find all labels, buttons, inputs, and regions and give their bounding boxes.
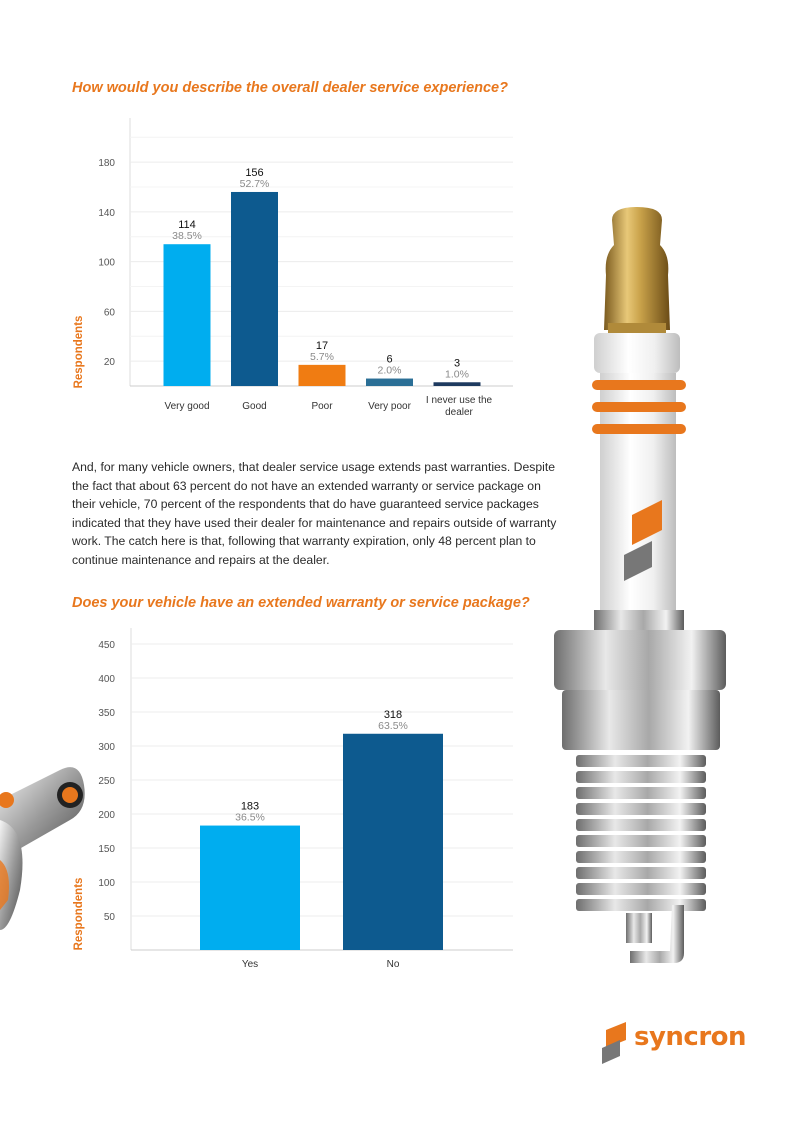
bar-3 <box>366 378 413 386</box>
y-tick-label: 20 <box>104 357 116 368</box>
data-label-value: 318 <box>384 709 402 721</box>
spark-plug-partial-illustration <box>0 767 85 930</box>
chart1-title: How would you describe the overall deale… <box>72 80 508 96</box>
data-label-percent: 36.5% <box>235 812 265 824</box>
bar-2 <box>298 364 346 386</box>
body-paragraph: And, for many vehicle owners, that deale… <box>72 460 557 567</box>
syncron-logo-text: syncron <box>634 1022 747 1052</box>
y-tick-label: 350 <box>98 708 115 719</box>
x-category-label: No <box>387 959 400 970</box>
y-tick-label: 300 <box>98 742 115 753</box>
y-tick-label: 450 <box>98 640 115 651</box>
data-label-value: 156 <box>245 167 263 179</box>
syncron-logo: syncron <box>600 1020 760 1068</box>
data-label-percent: 1.0% <box>445 368 469 380</box>
data-label-value: 3 <box>454 357 460 369</box>
spark-plug-illustration <box>554 207 726 963</box>
x-category-label: Yes <box>242 959 258 970</box>
x-category-label: dealer <box>445 407 473 418</box>
y-tick-label: 250 <box>98 776 115 787</box>
x-category-label: Very good <box>164 401 209 412</box>
y-tick-label: 140 <box>98 208 115 219</box>
bar-0 <box>163 244 211 386</box>
y-tick-label: 150 <box>98 844 115 855</box>
y-tick-label: 100 <box>98 878 115 889</box>
x-category-label: Good <box>242 401 266 412</box>
data-label-value: 183 <box>241 801 259 813</box>
bar-no <box>343 733 443 950</box>
x-category-label: I never use the <box>426 395 493 406</box>
chart2-title: Does your vehicle have an extended warra… <box>72 595 530 611</box>
syncron-logo-mark <box>602 1022 626 1064</box>
y-tick-label: 50 <box>104 912 116 923</box>
data-label-value: 17 <box>316 340 328 352</box>
y-tick-label: 400 <box>98 674 115 685</box>
data-label-percent: 38.5% <box>172 230 202 242</box>
data-label-percent: 5.7% <box>310 351 334 363</box>
chart2-extended-warranty: 50 100 150 200 250 300 350 400 450 Respondents 183… <box>73 628 513 970</box>
y-axis-label: Respondents <box>73 878 85 951</box>
y-tick-label: 100 <box>98 258 115 269</box>
bar-yes <box>200 825 300 950</box>
y-tick-label: 200 <box>98 810 115 821</box>
y-tick-label: 180 <box>98 158 115 169</box>
bar-4 <box>433 382 481 386</box>
data-label-percent: 63.5% <box>378 720 408 732</box>
y-tick-label: 60 <box>104 307 116 318</box>
y-axis-label: Respondents <box>73 316 85 389</box>
x-category-label: Very poor <box>368 401 411 412</box>
bar-1 <box>231 191 278 386</box>
data-label-value: 6 <box>386 354 392 366</box>
data-label-percent: 2.0% <box>378 365 402 377</box>
x-category-label: Poor <box>311 401 333 412</box>
data-label-value: 114 <box>178 219 196 231</box>
data-label-percent: 52.7% <box>240 178 270 190</box>
